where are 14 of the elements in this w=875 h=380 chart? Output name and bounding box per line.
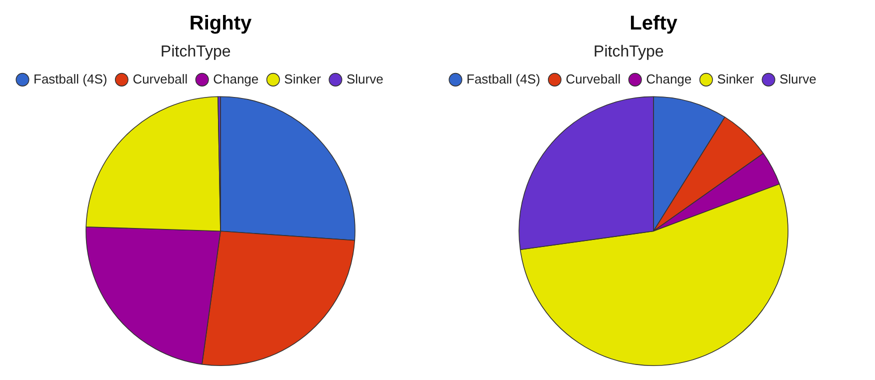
legend-label: Curveball [566,71,621,86]
legend-label: Slurve [779,71,816,86]
legend-label: Curveball [132,71,188,86]
legend-label: Change [646,71,692,86]
chart-title: Righty [189,12,252,35]
chart-title: Lefty [630,12,678,35]
legend-label: Fastball (4S) [466,71,540,86]
legend-title: PitchType [594,43,664,60]
legend-label: Change [213,71,259,86]
legend-label: Sinker [284,71,322,86]
legend-title: PitchType [160,43,231,60]
legend-label: Fastball (4S) [34,71,108,86]
legend-label: Sinker [717,71,755,86]
legend-label: Slurve [346,71,384,86]
